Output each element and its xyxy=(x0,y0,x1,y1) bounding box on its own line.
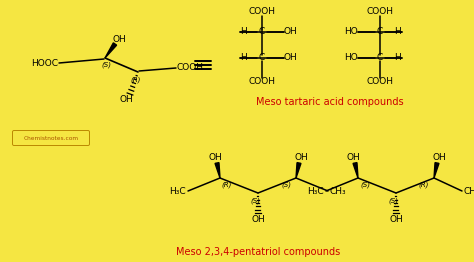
Text: H: H xyxy=(395,53,401,63)
Text: COOH: COOH xyxy=(366,78,393,86)
Text: COOH: COOH xyxy=(248,78,275,86)
FancyBboxPatch shape xyxy=(12,130,90,145)
Text: Chemistnotes.com: Chemistnotes.com xyxy=(23,135,79,140)
Text: HOOC: HOOC xyxy=(31,58,58,68)
Text: H: H xyxy=(241,28,247,36)
Text: Meso 2,3,4-pentatriol compounds: Meso 2,3,4-pentatriol compounds xyxy=(176,247,340,257)
Text: H₃C: H₃C xyxy=(169,187,186,195)
Text: COOH: COOH xyxy=(248,8,275,17)
Text: H: H xyxy=(241,53,247,63)
Text: OH: OH xyxy=(119,96,133,105)
Text: C: C xyxy=(259,53,265,63)
Text: COOH: COOH xyxy=(366,8,393,17)
Text: H: H xyxy=(395,28,401,36)
Text: OH: OH xyxy=(251,215,265,223)
Text: HO: HO xyxy=(344,53,358,63)
Text: COOH: COOH xyxy=(177,63,204,73)
Polygon shape xyxy=(434,163,439,178)
Text: OH: OH xyxy=(284,53,298,63)
Text: OH: OH xyxy=(284,28,298,36)
Text: H₃C: H₃C xyxy=(307,187,324,195)
Text: Meso tartaric acid compounds: Meso tartaric acid compounds xyxy=(256,97,404,107)
Text: C: C xyxy=(377,28,383,36)
Text: OH: OH xyxy=(432,154,446,162)
Text: (R): (R) xyxy=(222,182,232,188)
Text: CH₃: CH₃ xyxy=(330,187,346,195)
Text: OH: OH xyxy=(294,154,308,162)
Text: CH₃: CH₃ xyxy=(464,187,474,195)
Text: HO: HO xyxy=(344,28,358,36)
Text: (S): (S) xyxy=(250,198,260,204)
Polygon shape xyxy=(215,163,220,178)
Text: OH: OH xyxy=(389,215,403,223)
Text: OH: OH xyxy=(346,154,360,162)
Polygon shape xyxy=(105,43,117,58)
Text: (S): (S) xyxy=(388,198,398,204)
Text: (S): (S) xyxy=(281,182,291,188)
Text: C: C xyxy=(377,53,383,63)
Text: (S): (S) xyxy=(360,182,370,188)
Polygon shape xyxy=(296,163,301,178)
Polygon shape xyxy=(353,163,358,178)
Text: (R): (R) xyxy=(131,77,141,83)
Text: C: C xyxy=(259,28,265,36)
Text: OH: OH xyxy=(112,35,126,45)
Text: (S): (S) xyxy=(101,62,111,68)
Text: (R): (R) xyxy=(419,182,429,188)
Text: OH: OH xyxy=(208,154,222,162)
